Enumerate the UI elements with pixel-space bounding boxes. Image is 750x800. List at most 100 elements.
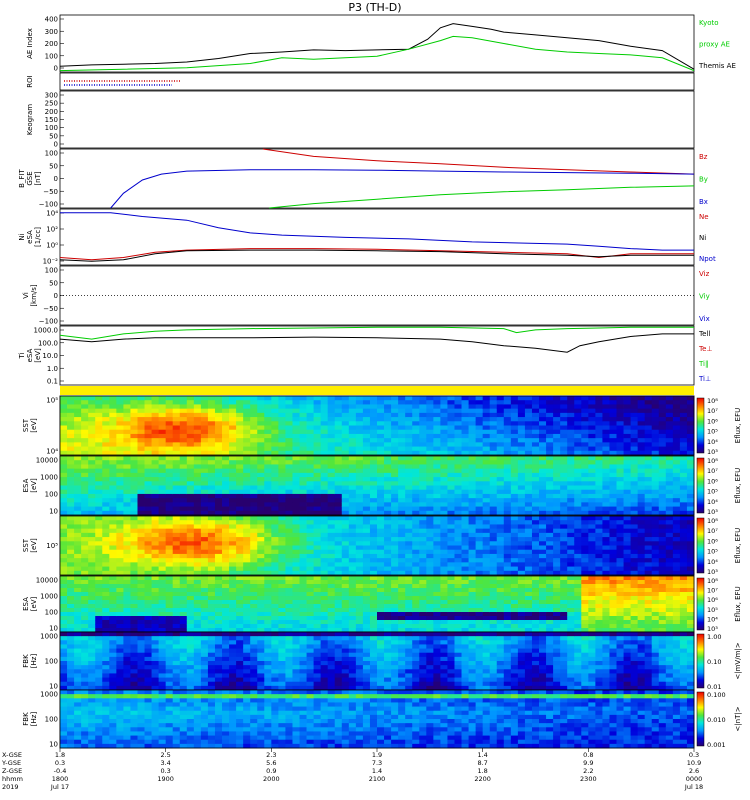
spectrogram-cell <box>130 537 138 542</box>
spectrogram-cell <box>264 537 272 542</box>
spectrogram-cell <box>243 524 251 530</box>
spectrogram-cell <box>510 576 519 581</box>
spectrogram-cell <box>222 456 230 461</box>
spectrogram-cell <box>384 481 392 486</box>
spectrogram-cell <box>496 608 505 613</box>
spectrogram-cell <box>658 524 667 530</box>
ytick-label: −50 <box>43 188 58 196</box>
spectrogram-cell <box>341 558 350 563</box>
ytick-label: 10 <box>49 625 58 633</box>
spectrogram-cell <box>539 604 547 609</box>
spectrogram-cell <box>672 489 681 495</box>
spectrogram-cell <box>531 528 540 534</box>
spectrogram-cell <box>200 596 209 601</box>
spectrogram-cell <box>95 532 103 538</box>
spectrogram-cell <box>193 608 202 613</box>
spectrogram-cell <box>686 520 695 525</box>
spectrogram-cell <box>595 450 603 456</box>
spectrogram-cell <box>172 600 181 605</box>
spectrogram-cell <box>151 604 160 609</box>
spectrogram-cell <box>229 566 237 572</box>
spectrogram-cell <box>348 404 357 410</box>
spectrogram-cell <box>200 608 209 613</box>
spectrogram-cell <box>609 442 617 447</box>
spectrogram-cell <box>229 549 237 555</box>
spectrogram-cell <box>391 628 399 633</box>
spectrogram-cell <box>644 516 653 521</box>
spectrogram-cell <box>637 485 646 491</box>
spectrogram-cell <box>278 425 286 431</box>
spectrogram-cell <box>158 549 167 555</box>
spectrogram-cell <box>95 493 103 499</box>
spectrogram-cell <box>517 596 526 601</box>
spectrogram-cell <box>271 612 279 617</box>
spectrogram-cell <box>214 510 223 516</box>
spectrogram-cell <box>369 468 378 474</box>
spectrogram-cell <box>468 588 477 593</box>
spectrogram-cell <box>412 421 420 426</box>
spectrogram-cell <box>179 446 188 452</box>
spectrogram-cell <box>362 429 371 435</box>
spectrogram-cell <box>334 549 343 555</box>
spectrogram-cell <box>503 493 512 499</box>
spectrogram-cell <box>475 553 484 559</box>
spectrogram-cell <box>243 412 251 418</box>
spectrogram-cell <box>630 562 639 567</box>
spectrogram-cell <box>130 510 138 516</box>
spectrogram-cell <box>454 425 462 431</box>
spectrogram-cell <box>475 532 484 538</box>
spectrogram-cell <box>137 446 145 452</box>
spectrogram-cell <box>264 493 272 499</box>
spectrogram-cell <box>447 433 455 439</box>
spectrogram-cell <box>306 396 314 401</box>
spectrogram-cell <box>574 592 582 597</box>
spectrogram-cell <box>630 438 639 443</box>
spectrogram-cell <box>510 485 519 491</box>
spectrogram-cell <box>200 421 209 426</box>
spectrogram-cell <box>292 412 300 418</box>
spectrogram-cell <box>468 532 477 538</box>
spectrogram-cell <box>200 528 209 534</box>
spectrogram-cell <box>81 485 89 491</box>
spectrogram-cell <box>433 468 441 474</box>
spectrogram-cell <box>524 584 533 589</box>
spectrogram-cell <box>327 624 336 629</box>
spectrogram-cell <box>88 576 96 581</box>
spectrogram-cell <box>158 524 167 530</box>
spectrogram-cell <box>250 600 258 605</box>
spectrogram-cell <box>588 510 596 516</box>
spectrogram-cell <box>200 456 209 461</box>
spectrogram-cell <box>398 412 406 418</box>
spectrogram-cell <box>207 425 216 431</box>
spectrogram-cell <box>172 464 181 470</box>
spectrogram-cell <box>658 396 667 401</box>
spectrogram-cell <box>672 493 681 499</box>
spectrogram-cell <box>151 608 160 613</box>
spectrogram-cell <box>243 545 251 551</box>
spectrogram-cell <box>433 562 441 567</box>
spectrogram-cell <box>306 528 314 534</box>
spectrogram-cell <box>355 417 364 422</box>
spectrogram-cell <box>123 446 131 452</box>
spectrogram-cell <box>144 528 152 534</box>
spectrogram-cell <box>193 450 202 456</box>
spectrogram-cell <box>292 472 300 478</box>
spectrogram-cell <box>236 468 244 474</box>
spectrogram-cell <box>271 537 279 542</box>
spectrogram-cell <box>560 532 568 538</box>
spectrogram-cell <box>412 450 420 456</box>
spectrogram-cell <box>207 588 216 593</box>
spectrogram-cell <box>531 616 540 621</box>
spectrogram-cell <box>95 541 103 546</box>
spectrogram-cell <box>229 477 237 482</box>
spectrogram-cell <box>320 456 329 461</box>
spectrogram-cell <box>116 446 124 452</box>
spectrogram-cell <box>454 532 462 538</box>
spectrogram-cell <box>377 528 385 534</box>
spectrogram-cell <box>165 421 174 426</box>
spectrogram-cell <box>102 588 110 593</box>
spectrogram-cell <box>257 620 265 625</box>
spectrogram-cell <box>454 506 462 512</box>
spectrogram-cell <box>391 516 399 521</box>
ytick-label: 200 <box>45 108 58 116</box>
